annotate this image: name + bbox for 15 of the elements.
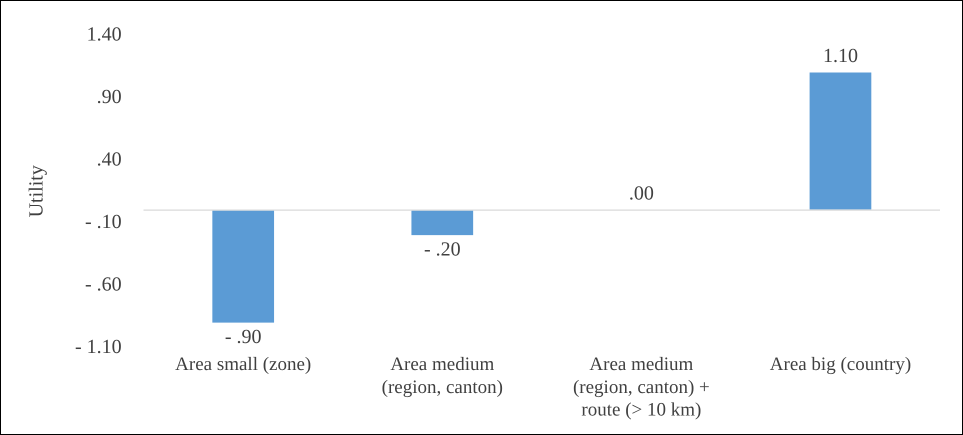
x-tick-label: Area medium (region, canton) + route (> 10 km) [572, 354, 710, 421]
data-label: .00 [628, 182, 654, 204]
x-tick-label: Area big (country) [770, 354, 912, 375]
y-tick-label: - .60 [84, 273, 122, 296]
y-axis-title: Utility [25, 165, 48, 218]
data-label: - .20 [424, 238, 461, 260]
x-tick-label: Area small (zone) [175, 354, 312, 375]
x-tick-label: Area medium (region, canton) [382, 354, 503, 398]
data-label: - .90 [224, 326, 262, 348]
y-tick-label: - .10 [84, 210, 122, 233]
y-tick-label: .40 [96, 148, 122, 170]
data-label: 1.10 [822, 44, 858, 67]
y-tick-label: .90 [96, 86, 122, 108]
y-tick-label: 1.40 [86, 23, 122, 46]
y-tick-label: - 1.10 [74, 336, 122, 358]
